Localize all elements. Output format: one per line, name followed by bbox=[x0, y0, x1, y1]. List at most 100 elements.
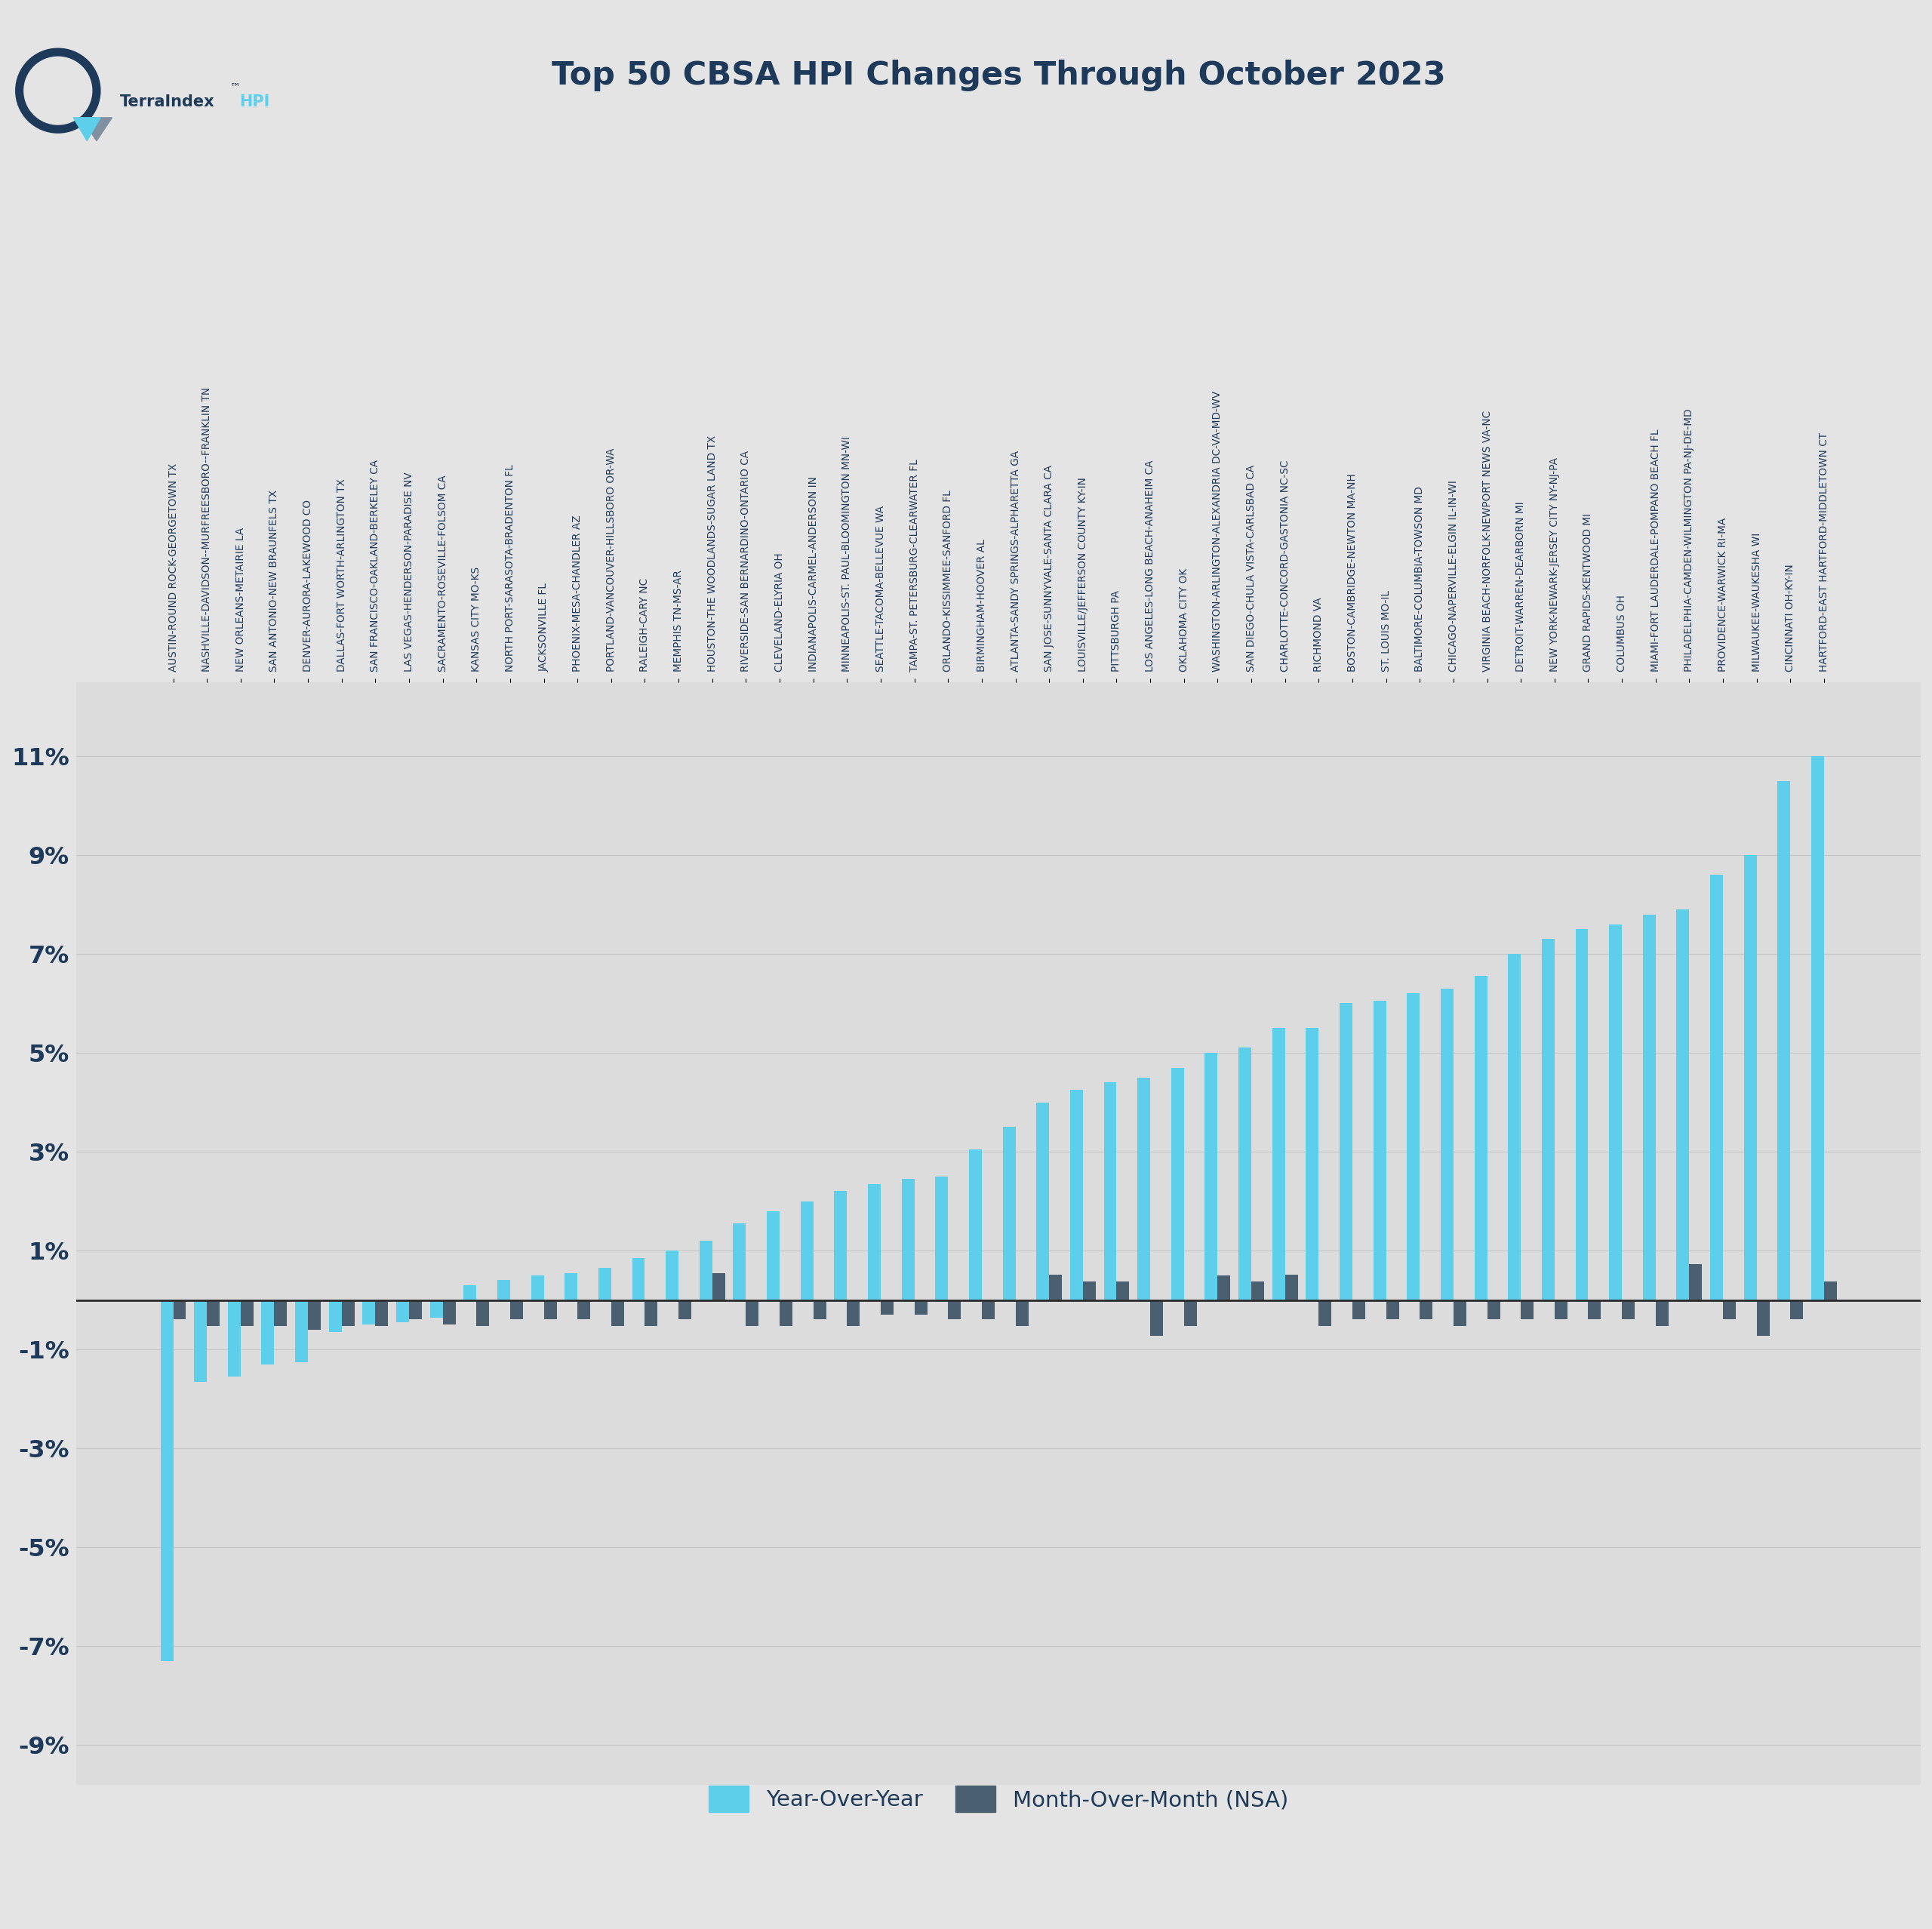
Bar bbox=[363, 1300, 375, 1325]
Bar bbox=[564, 1273, 578, 1300]
Bar bbox=[699, 1240, 713, 1300]
Bar bbox=[261, 1300, 274, 1364]
Bar bbox=[611, 1300, 624, 1325]
Bar bbox=[632, 1258, 645, 1300]
Bar bbox=[846, 1300, 860, 1325]
Bar bbox=[1171, 1067, 1184, 1300]
Bar bbox=[160, 1300, 174, 1661]
Bar bbox=[835, 1192, 846, 1300]
Bar bbox=[1082, 1281, 1095, 1300]
Bar bbox=[1238, 1047, 1252, 1300]
Bar bbox=[1656, 1300, 1669, 1325]
Bar bbox=[1488, 1300, 1499, 1319]
Bar bbox=[307, 1300, 321, 1329]
Bar bbox=[1812, 756, 1824, 1300]
Bar bbox=[1474, 976, 1488, 1300]
Bar bbox=[375, 1300, 388, 1325]
Bar bbox=[746, 1300, 759, 1325]
Bar bbox=[1575, 930, 1588, 1300]
Bar bbox=[207, 1300, 220, 1325]
Bar bbox=[981, 1300, 995, 1319]
Bar bbox=[914, 1300, 927, 1316]
Bar bbox=[1117, 1281, 1130, 1300]
Text: TerraIndex: TerraIndex bbox=[120, 95, 214, 110]
Bar bbox=[1621, 1300, 1634, 1319]
Bar bbox=[296, 1300, 307, 1362]
Bar bbox=[174, 1300, 185, 1319]
Bar bbox=[396, 1300, 410, 1321]
Bar bbox=[881, 1300, 893, 1316]
Bar bbox=[1339, 1003, 1352, 1300]
Bar bbox=[1710, 874, 1723, 1300]
Bar bbox=[431, 1300, 442, 1318]
Bar bbox=[645, 1300, 657, 1325]
Bar bbox=[531, 1275, 543, 1300]
Bar bbox=[1184, 1300, 1196, 1325]
Bar bbox=[497, 1281, 510, 1300]
Bar bbox=[1385, 1300, 1399, 1319]
Bar bbox=[274, 1300, 288, 1325]
Text: HPI: HPI bbox=[240, 95, 270, 110]
Bar bbox=[970, 1150, 981, 1300]
Bar bbox=[410, 1300, 421, 1319]
Bar bbox=[1070, 1090, 1082, 1300]
Bar bbox=[1036, 1101, 1049, 1300]
Bar bbox=[667, 1250, 678, 1300]
Bar bbox=[328, 1300, 342, 1333]
Bar bbox=[510, 1300, 524, 1319]
Bar bbox=[477, 1300, 489, 1325]
Bar bbox=[1588, 1300, 1602, 1319]
Bar bbox=[1723, 1300, 1735, 1319]
Bar bbox=[1271, 1028, 1285, 1300]
Bar bbox=[935, 1177, 949, 1300]
Bar bbox=[800, 1202, 813, 1300]
Bar bbox=[193, 1300, 207, 1381]
Bar bbox=[678, 1300, 692, 1319]
Text: ™: ™ bbox=[230, 81, 240, 93]
Bar bbox=[1049, 1275, 1063, 1300]
Bar bbox=[578, 1300, 591, 1319]
Bar bbox=[1285, 1275, 1298, 1300]
Bar bbox=[1453, 1300, 1466, 1325]
Bar bbox=[1677, 909, 1689, 1300]
Legend: Year-Over-Year, Month-Over-Month (NSA): Year-Over-Year, Month-Over-Month (NSA) bbox=[697, 1775, 1300, 1823]
Bar bbox=[1252, 1281, 1264, 1300]
Bar bbox=[543, 1300, 556, 1319]
Bar bbox=[1406, 993, 1420, 1300]
Bar bbox=[1441, 988, 1453, 1300]
Bar bbox=[732, 1223, 746, 1300]
Bar bbox=[599, 1267, 611, 1300]
Bar bbox=[867, 1184, 881, 1300]
Bar bbox=[1103, 1082, 1117, 1300]
Bar bbox=[1509, 955, 1520, 1300]
Bar bbox=[1745, 855, 1756, 1300]
Bar bbox=[781, 1300, 792, 1325]
Bar bbox=[813, 1300, 827, 1319]
Bar bbox=[1824, 1281, 1837, 1300]
Bar bbox=[1352, 1300, 1366, 1319]
Bar bbox=[1206, 1053, 1217, 1300]
Bar bbox=[1217, 1275, 1231, 1300]
Bar bbox=[342, 1300, 354, 1325]
Bar bbox=[1420, 1300, 1432, 1319]
Bar bbox=[1609, 924, 1621, 1300]
Bar bbox=[1320, 1300, 1331, 1325]
Bar bbox=[1016, 1300, 1028, 1325]
Bar bbox=[1791, 1300, 1803, 1319]
Bar bbox=[713, 1273, 724, 1300]
Bar bbox=[949, 1300, 960, 1319]
Bar bbox=[1642, 914, 1656, 1300]
Bar bbox=[767, 1211, 781, 1300]
Bar bbox=[1689, 1263, 1702, 1300]
Bar bbox=[1374, 1001, 1385, 1300]
Bar bbox=[902, 1179, 914, 1300]
Bar bbox=[1756, 1300, 1770, 1335]
Bar bbox=[464, 1285, 477, 1300]
Bar bbox=[1542, 939, 1555, 1300]
Bar bbox=[1003, 1127, 1016, 1300]
Bar bbox=[242, 1300, 253, 1325]
Bar bbox=[442, 1300, 456, 1325]
Bar bbox=[1138, 1078, 1150, 1300]
Title: Top 50 CBSA HPI Changes Through October 2023: Top 50 CBSA HPI Changes Through October … bbox=[553, 60, 1445, 91]
Bar bbox=[1150, 1300, 1163, 1335]
